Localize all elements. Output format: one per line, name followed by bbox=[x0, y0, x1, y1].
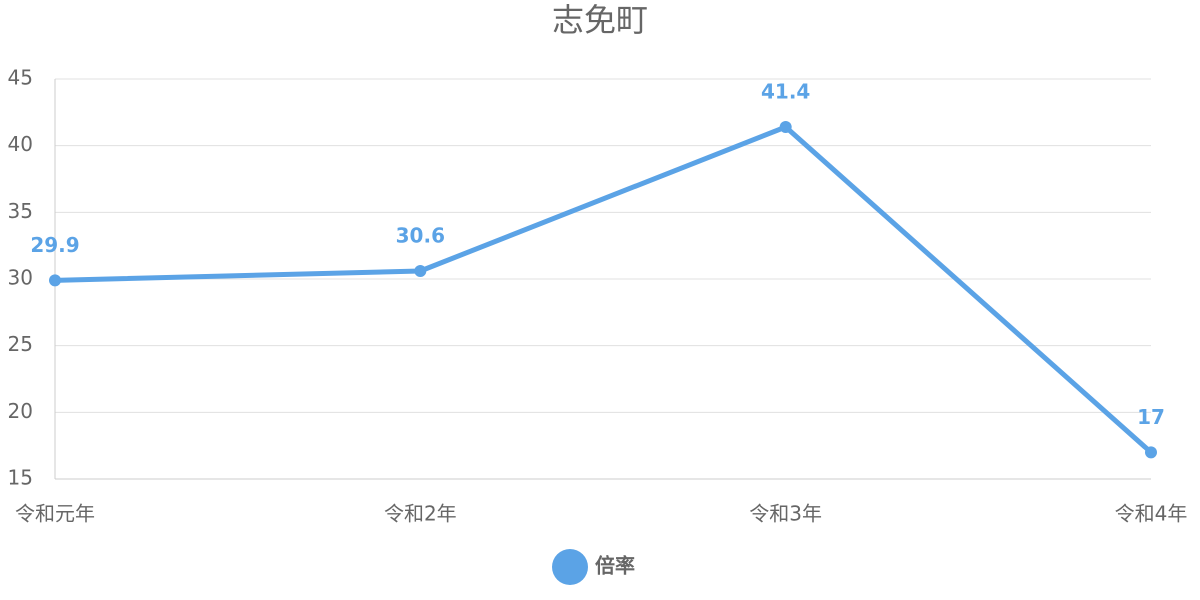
point bbox=[779, 121, 792, 133]
y-tick-label: 35 bbox=[8, 199, 33, 223]
data-label: 41.4 bbox=[761, 80, 810, 104]
x-tick-label: 令和元年 bbox=[15, 502, 95, 526]
y-tick-label: 20 bbox=[8, 399, 33, 423]
y-tick-label: 25 bbox=[8, 332, 33, 356]
legend-label: 倍率 bbox=[595, 554, 635, 578]
point bbox=[49, 274, 61, 287]
data-label: 29.9 bbox=[30, 233, 79, 257]
y-tick-label: 15 bbox=[8, 466, 33, 490]
x-tick-label: 令和3年 bbox=[749, 502, 822, 526]
data-label: 17 bbox=[1137, 405, 1165, 429]
point bbox=[414, 265, 427, 277]
y-tick-label: 40 bbox=[8, 132, 33, 156]
y-tick-label: 30 bbox=[8, 266, 33, 290]
chart-title: 志免町 bbox=[552, 1, 648, 39]
x-tick-label: 令和2年 bbox=[384, 502, 457, 526]
data-label: 30.6 bbox=[396, 224, 445, 248]
legend-marker bbox=[552, 549, 588, 585]
y-tick-label: 45 bbox=[8, 66, 33, 90]
x-tick-label: 令和4年 bbox=[1115, 502, 1188, 526]
point bbox=[1145, 446, 1157, 459]
line bbox=[54, 124, 1153, 455]
